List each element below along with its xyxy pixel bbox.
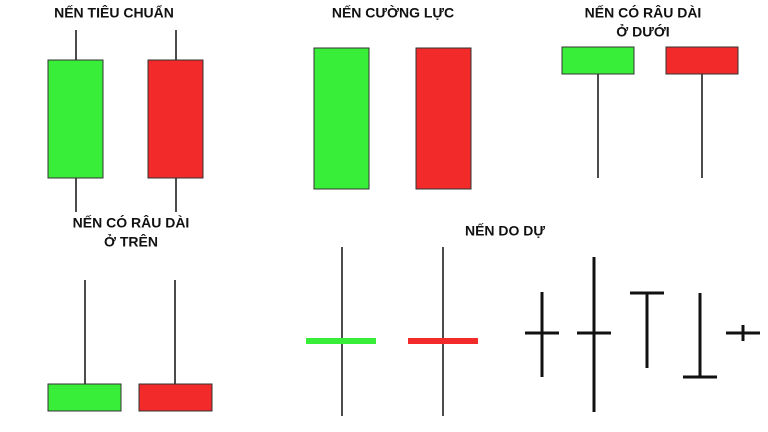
red-candle <box>415 47 472 190</box>
group-title: Ở TRÊN <box>104 233 158 250</box>
red-candle <box>138 383 213 412</box>
green-doji <box>306 338 376 344</box>
red-doji <box>408 338 478 344</box>
group-title: Ở DƯỚI <box>616 23 669 40</box>
group-title: NẾN DO DỰ <box>465 223 545 239</box>
green-candle <box>47 383 122 412</box>
green-candle <box>47 59 104 179</box>
group-title: NẾN CÓ RÂU DÀI <box>585 4 702 21</box>
group-title: NẾN CÓ RÂU DÀI <box>73 214 190 231</box>
green-candle <box>561 46 635 75</box>
green-candle <box>313 47 370 190</box>
group-title: NẾN TIÊU CHUẨN <box>54 4 174 21</box>
group-title: NẾN CƯỜNG LỰC <box>332 4 454 21</box>
red-candle <box>665 46 739 75</box>
red-candle <box>147 59 204 179</box>
